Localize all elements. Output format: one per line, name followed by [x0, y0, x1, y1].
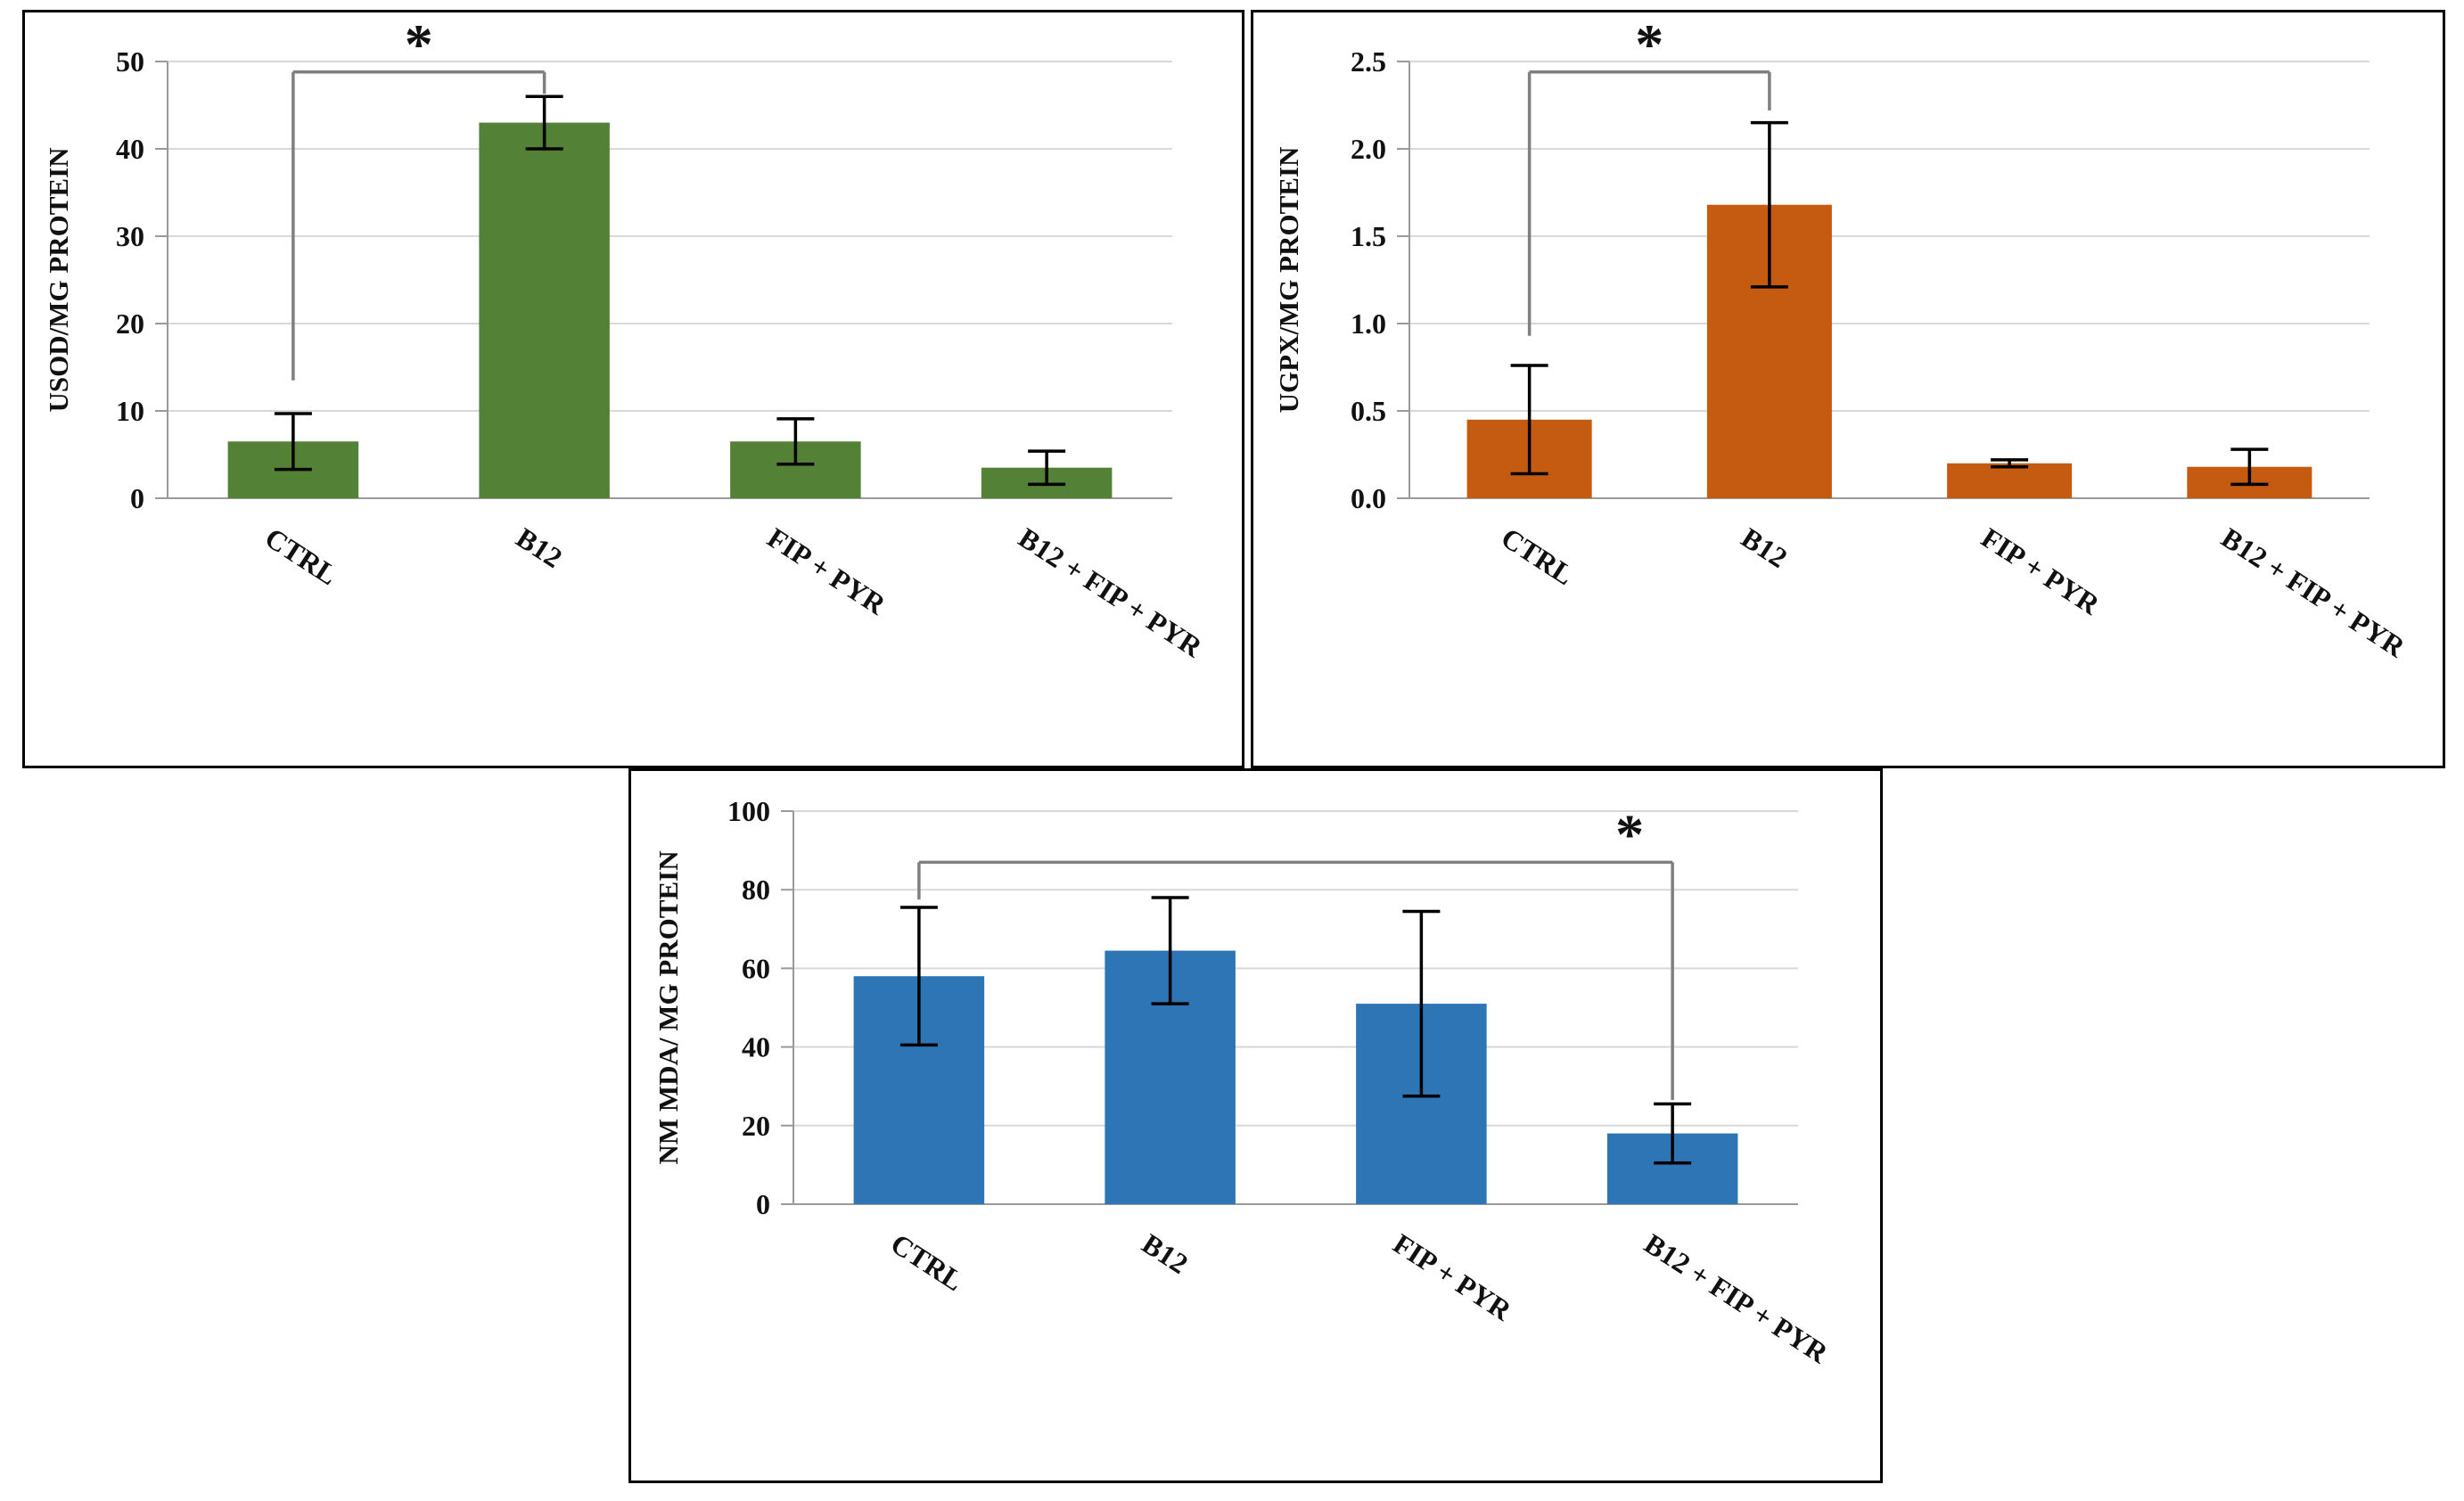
y-tick-label: 10 — [116, 395, 144, 427]
mda-chart: 0 20 40 60 80 100 CTRL B12 FIP + PYR B12 + FIP + … — [653, 795, 1835, 1370]
y-tick-label: 40 — [116, 133, 144, 165]
y-tick-label: 1.5 — [1351, 220, 1386, 252]
category-label: B12 — [511, 521, 568, 574]
y-tick-label: 0.5 — [1351, 395, 1386, 427]
significance-asterisk: * — [1615, 802, 1644, 865]
y-axis-title: USOD/MG PROTEIN — [43, 147, 74, 412]
y-tick-label: 40 — [742, 1031, 770, 1063]
y-tick-label: 2.0 — [1351, 133, 1386, 165]
category-label: B12 + FIP + PYR — [1639, 1227, 1834, 1370]
y-tick-label: 30 — [116, 220, 144, 252]
y-tick-label: 20 — [742, 1110, 770, 1142]
gpx-chart: 0.0 0.5 1.0 1.5 2.0 2.5 CTRL B12 FIP + PYR B12 + … — [1273, 12, 2411, 664]
category-label: B12 — [1137, 1227, 1194, 1280]
gpx-chart-panel: 0.0 0.5 1.0 1.5 2.0 2.5 CTRL B12 FIP + PYR B12 + … — [1251, 10, 2445, 768]
category-label: CTRL — [1496, 521, 1580, 592]
significance-asterisk: * — [405, 12, 433, 76]
sod-chart-panel: 0 10 20 30 40 50 CTRL B12 FIP + PYR B12 + FIP + P… — [22, 10, 1244, 768]
y-tick-label: 0.0 — [1351, 482, 1386, 514]
category-label: B12 + FIP + PYR — [2216, 521, 2411, 664]
mda-chart-panel: 0 20 40 60 80 100 CTRL B12 FIP + PYR B12 + FIP + … — [628, 768, 1883, 1483]
y-tick-label: 20 — [116, 308, 144, 340]
y-axis-title: UGPX/MG PROTEIN — [1273, 147, 1304, 414]
y-tick-label: 50 — [116, 45, 144, 78]
bar — [1947, 463, 2073, 498]
category-label: B12 — [1736, 521, 1793, 574]
category-label: B12 + FIP + PYR — [1013, 521, 1208, 664]
category-label: CTRL — [885, 1227, 969, 1298]
category-label: FIP + PYR — [1388, 1227, 1518, 1327]
y-tick-label: 2.5 — [1351, 45, 1386, 78]
y-tick-label: 0 — [756, 1188, 770, 1220]
y-tick-label: 80 — [742, 874, 770, 906]
y-tick-label: 100 — [727, 795, 770, 827]
category-label: FIP + PYR — [1975, 521, 2106, 621]
sod-chart: 0 10 20 30 40 50 CTRL B12 FIP + PYR B12 + FIP + P… — [43, 12, 1209, 664]
y-tick-label: 0 — [130, 482, 144, 514]
y-axis-title: NM MDA/ MG PROTEIN — [653, 850, 684, 1164]
category-label: FIP + PYR — [762, 521, 892, 621]
y-tick-label: 60 — [742, 952, 770, 984]
bar — [479, 122, 610, 498]
y-tick-label: 1.0 — [1351, 308, 1386, 340]
category-label: CTRL — [259, 521, 343, 592]
significance-asterisk: * — [1635, 12, 1663, 76]
